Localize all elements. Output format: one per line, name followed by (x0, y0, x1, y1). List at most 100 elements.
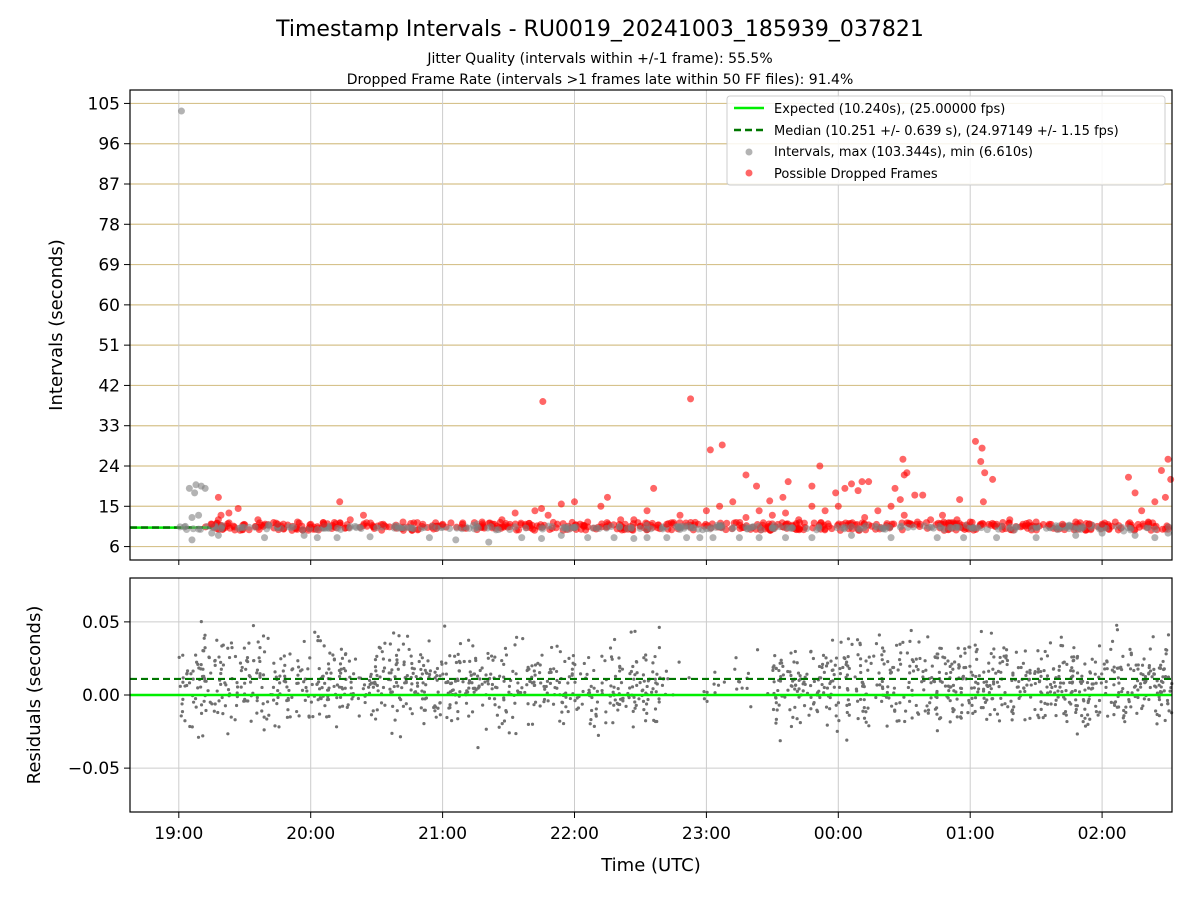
dropped-frame-point (630, 516, 638, 524)
residual-point (967, 701, 971, 705)
residual-point (631, 725, 635, 729)
interval-point (506, 526, 514, 534)
residual-point (994, 671, 998, 675)
interval-point (557, 531, 565, 539)
residual-point (737, 680, 742, 684)
residual-point (490, 682, 495, 687)
residual-point (1022, 686, 1026, 690)
residual-point (1048, 682, 1053, 687)
residual-point (917, 640, 921, 644)
residual-point (210, 702, 214, 706)
time-x-tick-label: 01:00 (946, 824, 995, 844)
residual-point (543, 687, 547, 691)
residual-point (334, 725, 339, 729)
interval-point (663, 534, 671, 542)
residual-point (985, 698, 989, 702)
residual-point (922, 688, 926, 692)
residual-point (392, 631, 396, 635)
dropped-frame-point (359, 511, 367, 519)
residual-point (834, 656, 839, 660)
dropped-frame-point (736, 521, 744, 529)
residual-point (495, 713, 499, 717)
interval-point (191, 489, 199, 497)
residual-point (677, 660, 681, 664)
residual-point (1164, 647, 1168, 652)
residual-point (776, 688, 780, 693)
interval-point (1098, 529, 1106, 537)
residual-point (862, 716, 867, 720)
residual-point (306, 667, 310, 671)
residual-point (779, 674, 783, 679)
residual-point (929, 696, 933, 700)
interval-point (1120, 527, 1128, 535)
residual-point (1155, 722, 1159, 726)
residual-point (657, 700, 661, 704)
residual-point (1136, 663, 1140, 667)
residual-point (1136, 667, 1140, 671)
residual-point (1165, 698, 1170, 703)
residual-point (832, 673, 836, 677)
legend: Expected (10.240s), (25.00000 fps) Media… (726, 95, 1166, 186)
residual-point (435, 674, 439, 678)
residual-point (1072, 658, 1076, 663)
residual-point (540, 653, 544, 657)
residual-point (1110, 639, 1115, 643)
interval-point (808, 534, 816, 542)
residual-point (889, 670, 894, 675)
residual-point (558, 719, 562, 723)
residual-point (860, 680, 864, 684)
residual-point (612, 703, 616, 707)
residual-point (960, 703, 964, 707)
residual-point (204, 679, 208, 683)
residual-point (594, 712, 598, 716)
residual-point (955, 715, 959, 719)
residual-point (1112, 712, 1116, 717)
interval-point (284, 523, 292, 531)
residual-point (793, 687, 797, 691)
residual-point (288, 652, 292, 656)
interval-point (748, 523, 756, 531)
residual-point (486, 656, 490, 660)
dropped-frame-point (478, 518, 486, 526)
residual-point (645, 711, 649, 715)
residual-point (791, 715, 795, 719)
residual-point (526, 702, 530, 706)
residual-point (288, 715, 292, 719)
residual-point (275, 702, 279, 706)
interval-point (993, 534, 1001, 542)
residual-point (910, 716, 914, 720)
residual-point (332, 657, 336, 661)
residual-point (271, 698, 276, 702)
residual-point (320, 674, 325, 679)
residual-point (468, 670, 472, 674)
residual-point (261, 673, 266, 677)
residual-point (557, 680, 562, 685)
residual-point (982, 670, 986, 674)
residual-point (812, 701, 816, 705)
residual-point (595, 700, 600, 704)
residual-point (393, 718, 397, 722)
residual-point (993, 708, 997, 712)
residual-point (959, 716, 963, 720)
residual-point (1083, 662, 1087, 666)
residual-point (472, 672, 477, 676)
residual-point (911, 659, 915, 664)
residual-point (507, 731, 511, 735)
residual-point (457, 659, 461, 663)
residual-point (948, 720, 952, 724)
residual-point (376, 689, 380, 693)
interval-point (235, 524, 243, 532)
interval-point (394, 522, 402, 530)
dropped-frame-point (755, 507, 763, 515)
dropped-frame-point (458, 520, 466, 528)
residual-point (411, 671, 415, 675)
interval-point (803, 525, 811, 533)
residual-point (1019, 665, 1023, 670)
residual-point (388, 687, 392, 691)
dropped-frame-point (899, 455, 907, 463)
residual-point (1136, 695, 1140, 700)
residual-point (373, 658, 378, 662)
residual-point (966, 711, 970, 715)
residual-point (1074, 707, 1078, 712)
residual-point (948, 699, 952, 703)
